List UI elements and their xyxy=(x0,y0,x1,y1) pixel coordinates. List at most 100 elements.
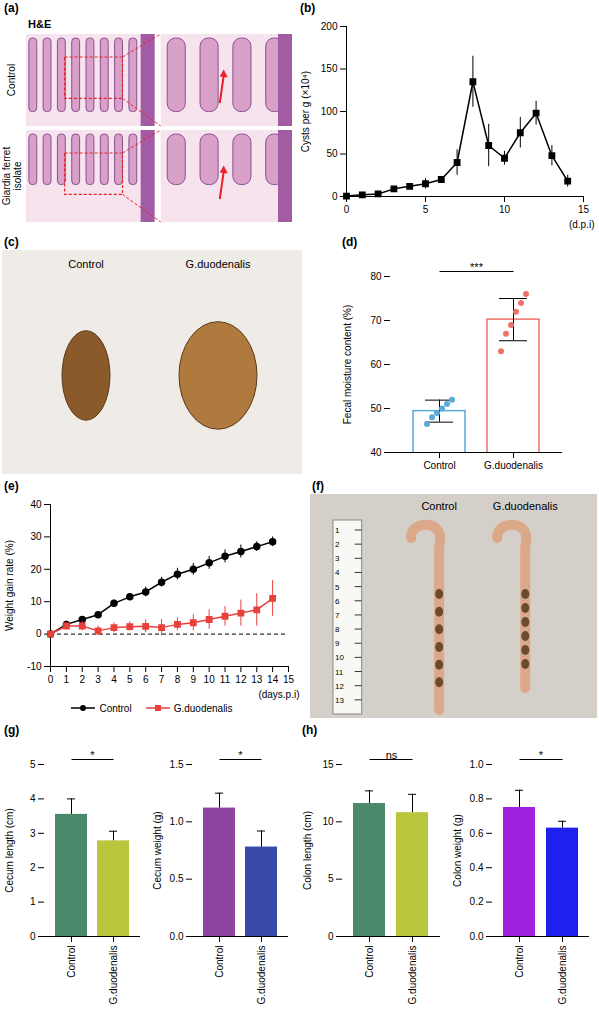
svg-text:1.0: 1.0 xyxy=(470,759,484,770)
svg-text:5: 5 xyxy=(30,759,36,770)
svg-text:0.0: 0.0 xyxy=(470,931,484,942)
svg-text:1.0: 1.0 xyxy=(170,816,184,827)
svg-text:Cecum length (cm): Cecum length (cm) xyxy=(4,808,15,892)
svg-text:G.duodenalis: G.duodenalis xyxy=(407,946,418,1005)
svg-text:Control: Control xyxy=(66,946,77,978)
svg-text:Control: Control xyxy=(423,460,455,471)
svg-text:Cecum weight (g): Cecum weight (g) xyxy=(152,811,163,889)
svg-text:G.duodenalis: G.duodenalis xyxy=(493,500,558,512)
svg-text:Colon length (cm): Colon length (cm) xyxy=(302,811,313,890)
svg-text:9: 9 xyxy=(191,674,197,685)
svg-text:Control: Control xyxy=(514,946,525,978)
svg-text:Control: Control xyxy=(421,500,456,512)
svg-text:2: 2 xyxy=(30,862,36,873)
svg-text:13: 13 xyxy=(251,674,263,685)
svg-text:7: 7 xyxy=(159,674,165,685)
svg-text:*: * xyxy=(90,749,95,761)
svg-text:Control: Control xyxy=(214,946,225,978)
svg-text:Control: Control xyxy=(364,946,375,978)
svg-text:ns: ns xyxy=(386,749,398,761)
svg-text:0: 0 xyxy=(36,628,42,639)
svg-text:50: 50 xyxy=(370,403,382,414)
svg-text:20: 20 xyxy=(30,564,42,575)
svg-text:60: 60 xyxy=(370,359,382,370)
svg-text:0: 0 xyxy=(48,674,54,685)
svg-text:150: 150 xyxy=(321,63,338,74)
svg-text:80: 80 xyxy=(370,271,382,282)
svg-text:0.8: 0.8 xyxy=(470,793,484,804)
svg-text:2: 2 xyxy=(79,674,85,685)
svg-text:(days.p.i): (days.p.i) xyxy=(258,689,299,700)
svg-text:14: 14 xyxy=(267,674,279,685)
svg-text:11: 11 xyxy=(220,674,231,685)
svg-text:1: 1 xyxy=(30,896,36,907)
svg-text:3: 3 xyxy=(335,554,340,563)
svg-text:50: 50 xyxy=(326,148,338,159)
svg-text:10: 10 xyxy=(335,653,344,662)
svg-text:15: 15 xyxy=(322,759,334,770)
svg-text:G.duodenalis: G.duodenalis xyxy=(256,946,267,1005)
svg-text:3: 3 xyxy=(95,674,101,685)
svg-text:Giardia ferretisolate: Giardia ferretisolate xyxy=(2,147,23,206)
svg-text:4: 4 xyxy=(335,568,340,577)
svg-text:0.4: 0.4 xyxy=(470,862,484,873)
svg-text:12: 12 xyxy=(335,682,344,691)
svg-text:9: 9 xyxy=(335,639,340,648)
svg-text:1.5: 1.5 xyxy=(170,759,184,770)
svg-text:40: 40 xyxy=(370,447,382,458)
svg-text:Control: Control xyxy=(68,258,103,270)
svg-text:10: 10 xyxy=(499,204,511,215)
svg-text:6: 6 xyxy=(143,674,149,685)
svg-text:4: 4 xyxy=(111,674,117,685)
svg-text:6: 6 xyxy=(335,597,340,606)
svg-text:G.duodenalis: G.duodenalis xyxy=(186,258,251,270)
svg-text:11: 11 xyxy=(335,668,344,677)
svg-text:*: * xyxy=(539,749,544,761)
svg-text:10: 10 xyxy=(30,596,42,607)
svg-text:15: 15 xyxy=(578,204,590,215)
svg-text:0: 0 xyxy=(332,191,338,202)
svg-text:7: 7 xyxy=(335,611,340,620)
svg-text:70: 70 xyxy=(370,315,382,326)
svg-text:Weight gain rate (%): Weight gain rate (%) xyxy=(4,540,15,631)
svg-text:Fecal moisture content (%): Fecal moisture content (%) xyxy=(342,305,353,425)
svg-text:0: 0 xyxy=(344,204,350,215)
svg-text:Colon weight (g): Colon weight (g) xyxy=(452,814,463,887)
svg-text:-10: -10 xyxy=(27,661,42,672)
svg-text:0.0: 0.0 xyxy=(170,931,184,942)
svg-text:H&E: H&E xyxy=(28,18,51,30)
svg-text:2: 2 xyxy=(335,540,340,549)
svg-text:(d.p.i): (d.p.i) xyxy=(569,219,595,230)
svg-text:40: 40 xyxy=(30,499,42,510)
svg-text:8: 8 xyxy=(175,674,181,685)
svg-text:30: 30 xyxy=(30,531,42,542)
svg-text:0.6: 0.6 xyxy=(470,828,484,839)
svg-text:200: 200 xyxy=(321,21,338,32)
svg-text:0.2: 0.2 xyxy=(470,896,484,907)
svg-text:10: 10 xyxy=(322,816,334,827)
svg-text:5: 5 xyxy=(328,873,334,884)
svg-text:100: 100 xyxy=(321,106,338,117)
svg-text:Control: Control xyxy=(6,64,17,96)
svg-text:12: 12 xyxy=(235,674,247,685)
svg-text:13: 13 xyxy=(335,696,344,705)
svg-text:0: 0 xyxy=(328,931,334,942)
svg-text:G.duodenalis: G.duodenalis xyxy=(557,946,568,1005)
svg-text:0.5: 0.5 xyxy=(170,873,184,884)
svg-text:8: 8 xyxy=(335,625,340,634)
svg-text:10: 10 xyxy=(204,674,216,685)
svg-text:1: 1 xyxy=(335,526,340,535)
svg-text:1: 1 xyxy=(64,674,70,685)
svg-text:4: 4 xyxy=(30,793,36,804)
svg-text:15: 15 xyxy=(283,674,295,685)
svg-text:5: 5 xyxy=(335,583,340,592)
svg-text:0: 0 xyxy=(30,931,36,942)
svg-text:5: 5 xyxy=(423,204,429,215)
svg-text:G.duodenalis: G.duodenalis xyxy=(108,946,119,1005)
svg-text:G.duodenalis: G.duodenalis xyxy=(484,460,543,471)
svg-text:5: 5 xyxy=(127,674,133,685)
svg-text:*: * xyxy=(238,749,243,761)
svg-text:Cysts per g (×10⁴): Cysts per g (×10⁴) xyxy=(300,71,311,152)
svg-text:***: *** xyxy=(470,261,484,273)
svg-text:3: 3 xyxy=(30,828,36,839)
